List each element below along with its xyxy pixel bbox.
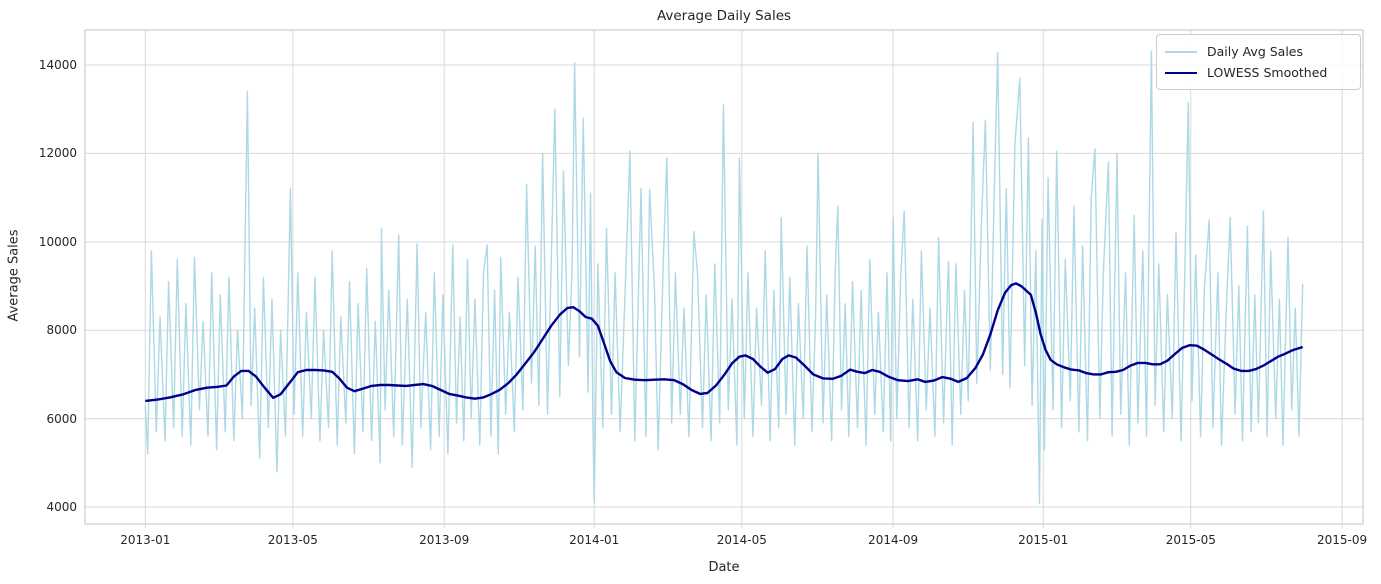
x-tick-label: 2013-01 [120,533,171,547]
legend-item-daily: Daily Avg Sales [1165,41,1350,62]
chart-title: Average Daily Sales [656,8,792,24]
y-axis-label: Average Sales [6,229,22,322]
lowess-smoothed-line [145,282,1304,403]
x-tick-label: 2013-05 [267,533,318,547]
x-tick-label: 2014-05 [716,533,767,547]
x-tick-label: 2013-09 [419,533,470,547]
x-tick-label: 2014-01 [569,533,620,547]
y-tick-label: 12000 [38,146,77,161]
x-tick-label: 2015-01 [1018,533,1069,547]
lowess-line-swatch [1165,71,1197,74]
daily-line-swatch [1165,50,1197,53]
legend-label-lowess: LOWESS Smoothed [1207,65,1328,80]
x-tick-label: 2015-09 [1317,533,1368,547]
daily-avg-sales-line [144,50,1304,505]
x-tick-label: 2014-09 [868,533,919,547]
y-tick-label: 10000 [38,234,77,249]
y-tick-label: 14000 [38,58,77,72]
legend: Daily Avg Sales LOWESS Smoothed [1156,34,1361,90]
y-tick-label: 8000 [46,323,77,338]
legend-label-daily: Daily Avg Sales [1207,44,1303,59]
legend-item-lowess: LOWESS Smoothed [1165,62,1350,83]
plot-spines [84,29,1364,525]
y-tick-label: 4000 [46,500,77,515]
x-axis-label: Date [708,560,740,575]
x-tick-label: 2015-05 [1165,533,1216,547]
y-tick-label: 6000 [46,411,77,426]
